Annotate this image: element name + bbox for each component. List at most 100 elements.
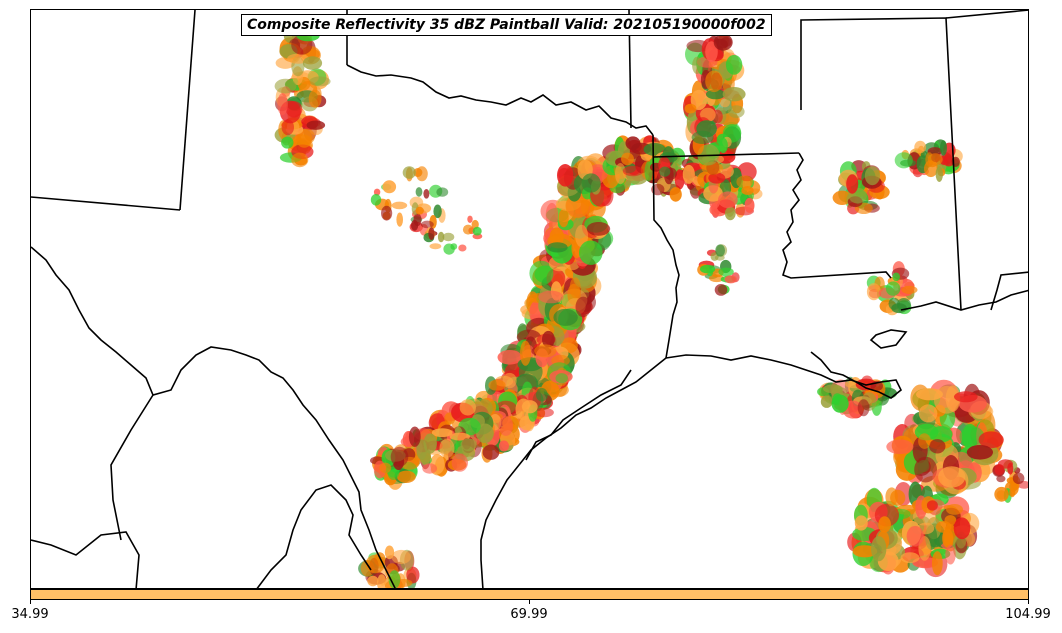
- echo-blob: [422, 463, 438, 474]
- echo-blob: [397, 470, 416, 483]
- echo-blob: [429, 243, 442, 250]
- echo-blob: [557, 164, 574, 187]
- echo-blob: [373, 188, 381, 196]
- echo-blob: [581, 173, 601, 193]
- echo-blob: [308, 89, 322, 108]
- echo-blob: [938, 466, 966, 488]
- echo-blob: [575, 224, 589, 248]
- echo-blob: [682, 164, 695, 184]
- echo-blob: [935, 521, 952, 533]
- echo-blob: [502, 372, 517, 389]
- border-rio-grande: [31, 246, 396, 588]
- echo-blob: [894, 152, 913, 169]
- echo-blob: [534, 344, 557, 358]
- echo-blob: [914, 140, 927, 154]
- border-nm-west: [179, 10, 196, 211]
- echo-blob: [615, 163, 626, 185]
- echo-blob: [586, 222, 611, 236]
- echo-blob: [888, 297, 900, 310]
- colorbar-label-min: 34.99: [11, 607, 49, 622]
- echo-blob: [482, 444, 500, 460]
- echo-blob: [443, 243, 455, 255]
- echo-blob: [823, 384, 843, 394]
- echo-blob: [691, 130, 714, 144]
- echo-blob: [391, 201, 408, 210]
- echo-blob: [946, 504, 963, 515]
- border-red-river: [346, 64, 654, 136]
- echo-blob: [659, 166, 671, 177]
- echo-blob: [431, 428, 453, 437]
- echo-blob: [439, 438, 455, 458]
- echo-blob: [885, 487, 898, 507]
- echo-blob: [906, 525, 924, 547]
- coast-la-delta: [869, 329, 908, 349]
- echo-blob: [367, 575, 379, 587]
- echo-blob: [929, 439, 946, 454]
- echo-blob: [553, 308, 578, 326]
- echo-blob: [296, 129, 313, 148]
- border-mx-state-1: [110, 394, 154, 541]
- echo-blob: [622, 165, 644, 177]
- echo-blob: [302, 56, 323, 70]
- echo-blob: [1009, 487, 1016, 498]
- echo-blob: [402, 166, 416, 179]
- echo-blob: [722, 87, 746, 102]
- echo-blob: [449, 432, 470, 441]
- echo-blob: [411, 219, 419, 231]
- border-al-ga: [945, 10, 1028, 19]
- echo-blob: [416, 439, 428, 460]
- map-panel: [30, 9, 1029, 589]
- echo-blob: [555, 373, 568, 384]
- border-nm-south: [31, 196, 181, 211]
- echo-blob: [998, 459, 1013, 469]
- echo-blob: [462, 224, 474, 235]
- echo-blob: [451, 453, 468, 472]
- echo-blob: [281, 136, 294, 149]
- echo-blob: [945, 544, 956, 565]
- echo-blob: [885, 281, 901, 296]
- echo-blob: [912, 557, 939, 569]
- echo-blob: [390, 446, 409, 467]
- echo-blob: [918, 433, 931, 449]
- echo-blob: [718, 191, 738, 209]
- state-borders: [31, 10, 1028, 588]
- echo-blob: [854, 515, 868, 531]
- echo-blob: [918, 404, 938, 423]
- echo-blob: [497, 350, 523, 365]
- echo-blob: [377, 574, 387, 588]
- echo-blob: [966, 445, 994, 460]
- echo-blob: [896, 298, 911, 311]
- echo-blob: [379, 462, 392, 474]
- echo-blob: [415, 187, 423, 197]
- echo-blob: [538, 290, 564, 304]
- colorbar-label-max: 104.99: [1005, 607, 1051, 622]
- echo-blob: [396, 212, 404, 227]
- echo-blob: [651, 183, 665, 196]
- echo-blob: [291, 152, 309, 168]
- echo-blob: [820, 395, 833, 408]
- echo-blob: [521, 400, 538, 414]
- echo-blob: [706, 89, 726, 100]
- echo-blob: [277, 93, 288, 116]
- border-mx-state-2: [31, 531, 140, 588]
- echo-blob: [391, 549, 411, 565]
- echo-blob: [705, 41, 718, 63]
- echo-blob: [718, 267, 734, 277]
- echo-blob: [708, 172, 726, 184]
- colorbar-tick-mid: [529, 600, 530, 604]
- echo-blob: [625, 136, 641, 150]
- echo-blob: [744, 197, 755, 213]
- echo-blob: [669, 187, 682, 202]
- echo-blob: [714, 284, 728, 296]
- echo-blob: [886, 439, 914, 455]
- echo-blob: [520, 340, 531, 366]
- echo-blob: [690, 89, 708, 110]
- echo-blob: [406, 566, 420, 584]
- reflectivity-map: [31, 10, 1028, 588]
- echo-blob: [926, 500, 938, 511]
- echo-blob: [935, 166, 943, 183]
- colorbar: [30, 589, 1029, 600]
- echo-blob: [892, 272, 900, 282]
- echo-blob: [901, 285, 918, 294]
- map-title: Composite Reflectivity 35 dBZ Paintball …: [241, 14, 772, 36]
